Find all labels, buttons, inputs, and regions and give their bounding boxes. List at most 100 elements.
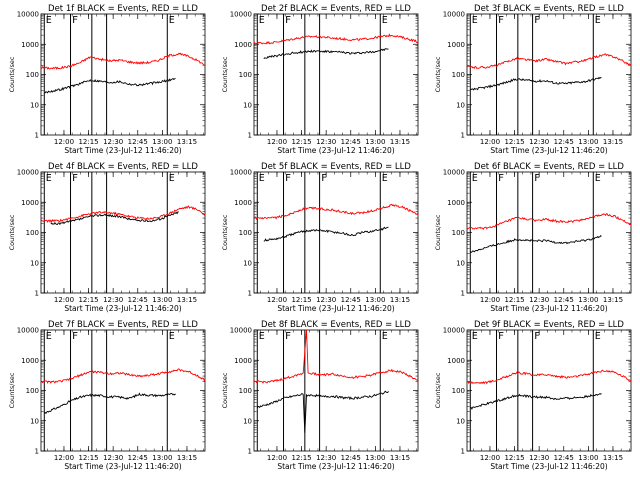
x-axis-label: Start Time (23-Jul-12 11:46:20) <box>277 462 394 471</box>
x-tick-label: 13:15 <box>177 296 197 304</box>
y-tick-label: 10000 <box>443 169 465 177</box>
x-tick-label: 12:30 <box>316 296 336 304</box>
x-tick-label: 13:00 <box>578 454 598 462</box>
x-axis-label: Start Time (23-Jul-12 11:46:20) <box>64 146 181 155</box>
chart-panel-7: Det 7f BLACK = Events, RED = LLD 1 10 100 10… <box>8 320 206 471</box>
x-tick-label: 12:00 <box>54 138 74 146</box>
chart-title: Det 2f BLACK = Events, RED = LLD <box>261 4 411 14</box>
x-tick-label: 12:30 <box>529 454 549 462</box>
x-tick-label: 12:45 <box>554 138 574 146</box>
x-axis-label: Start Time (23-Jul-12 11:46:20) <box>277 304 394 313</box>
series-line-black <box>263 48 389 60</box>
y-tick-label: 10 <box>243 417 252 425</box>
y-tick-label: 100 <box>452 229 465 237</box>
marker-label: E <box>46 173 52 184</box>
series-line-red <box>466 213 632 231</box>
marker-label: E <box>472 331 478 342</box>
x-tick-label: 13:00 <box>365 454 385 462</box>
y-tick-label: 1 <box>248 448 252 456</box>
x-tick-label: 13:15 <box>390 138 410 146</box>
x-tick-label: 12:00 <box>480 138 500 146</box>
y-tick-label: 1 <box>248 132 252 140</box>
y-axis-label: Counts/sec <box>8 214 16 250</box>
chart-panel-2: Det 2f BLACK = Events, RED = LLD 1 10 100 10… <box>221 4 419 155</box>
x-tick-label: 12:45 <box>554 296 574 304</box>
x-tick-label: 12:45 <box>341 296 361 304</box>
y-tick-label: 1000 <box>234 41 252 49</box>
x-axis-label: Start Time (23-Jul-12 11:46:20) <box>490 462 607 471</box>
series-line-red <box>253 329 419 384</box>
x-tick-label: 12:30 <box>103 454 123 462</box>
x-tick-label: 12:30 <box>316 138 336 146</box>
marker-label: F <box>285 173 291 184</box>
y-tick-label: 1000 <box>234 199 252 207</box>
marker-label: E <box>595 173 601 184</box>
y-tick-label: 1000 <box>447 357 465 365</box>
series-line-black <box>263 226 389 242</box>
y-tick-label: 10 <box>456 417 465 425</box>
marker-label: F <box>534 15 540 26</box>
chart-title: Det 6f BLACK = Events, RED = LLD <box>474 162 624 172</box>
x-tick-label: 12:30 <box>529 138 549 146</box>
series-line-black <box>44 392 176 415</box>
chart-title: Det 9f BLACK = Events, RED = LLD <box>474 320 624 330</box>
marker-label: E <box>169 173 175 184</box>
y-axis-label: Counts/sec <box>221 372 229 408</box>
marker-label: F <box>321 173 327 184</box>
y-tick-label: 100 <box>26 229 39 237</box>
y-tick-label: 10000 <box>443 327 465 335</box>
y-tick-label: 100 <box>239 387 252 395</box>
y-axis-label: Counts/sec <box>8 372 16 408</box>
series-line-red <box>253 33 419 45</box>
chart-title: Det 1f BLACK = Events, RED = LLD <box>48 4 198 14</box>
x-tick-label: 12:15 <box>504 296 524 304</box>
x-axis-label: Start Time (23-Jul-12 11:46:20) <box>490 146 607 155</box>
x-tick-label: 12:00 <box>267 296 287 304</box>
series-line-black <box>470 393 602 411</box>
x-axis-label: Start Time (23-Jul-12 11:46:20) <box>64 304 181 313</box>
series-line-red <box>40 368 206 384</box>
chart-panel-4: Det 4f BLACK = Events, RED = LLD 1 10 100 10… <box>8 162 206 313</box>
y-tick-label: 10 <box>243 101 252 109</box>
x-tick-label: 12:30 <box>103 138 123 146</box>
y-tick-label: 10000 <box>17 169 39 177</box>
marker-label: F <box>498 331 504 342</box>
x-tick-label: 13:00 <box>365 138 385 146</box>
x-tick-label: 13:15 <box>603 454 623 462</box>
x-tick-label: 13:15 <box>390 296 410 304</box>
y-tick-label: 1 <box>461 132 465 140</box>
marker-label: F <box>534 331 540 342</box>
marker-label: E <box>46 15 52 26</box>
marker-label: F <box>498 173 504 184</box>
y-tick-label: 10000 <box>230 327 252 335</box>
chart-panel-9: Det 9f BLACK = Events, RED = LLD 1 10 100 10… <box>434 320 632 471</box>
marker-label: E <box>259 331 265 342</box>
y-tick-label: 10000 <box>17 11 39 19</box>
x-tick-label: 12:45 <box>128 296 148 304</box>
y-tick-label: 1 <box>35 448 39 456</box>
series-line-black <box>44 77 176 94</box>
x-tick-label: 12:30 <box>529 296 549 304</box>
y-tick-label: 10000 <box>443 11 465 19</box>
marker-label: E <box>472 173 478 184</box>
chart-panel-1: Det 1f BLACK = Events, RED = LLD 1 10 100 10… <box>8 4 206 155</box>
marker-label: E <box>595 331 601 342</box>
series-line-black <box>50 211 179 226</box>
series-line-black <box>470 235 602 253</box>
series-line-black <box>256 390 389 433</box>
x-tick-label: 12:00 <box>267 454 287 462</box>
y-tick-label: 100 <box>26 387 39 395</box>
chart-panel-6: Det 6f BLACK = Events, RED = LLD 1 10 100 10… <box>434 162 632 313</box>
y-tick-label: 1000 <box>234 357 252 365</box>
y-axis-label: Counts/sec <box>434 56 442 92</box>
y-tick-label: 10 <box>456 259 465 267</box>
x-tick-label: 12:00 <box>480 296 500 304</box>
y-axis-label: Counts/sec <box>434 214 442 250</box>
chart-panel-3: Det 3f BLACK = Events, RED = LLD 1 10 100 10… <box>434 4 632 155</box>
marker-label: E <box>169 15 175 26</box>
series-line-red <box>40 205 206 224</box>
x-axis-label: Start Time (23-Jul-12 11:46:20) <box>64 462 181 471</box>
marker-label: E <box>259 15 265 26</box>
y-tick-label: 1 <box>461 290 465 298</box>
